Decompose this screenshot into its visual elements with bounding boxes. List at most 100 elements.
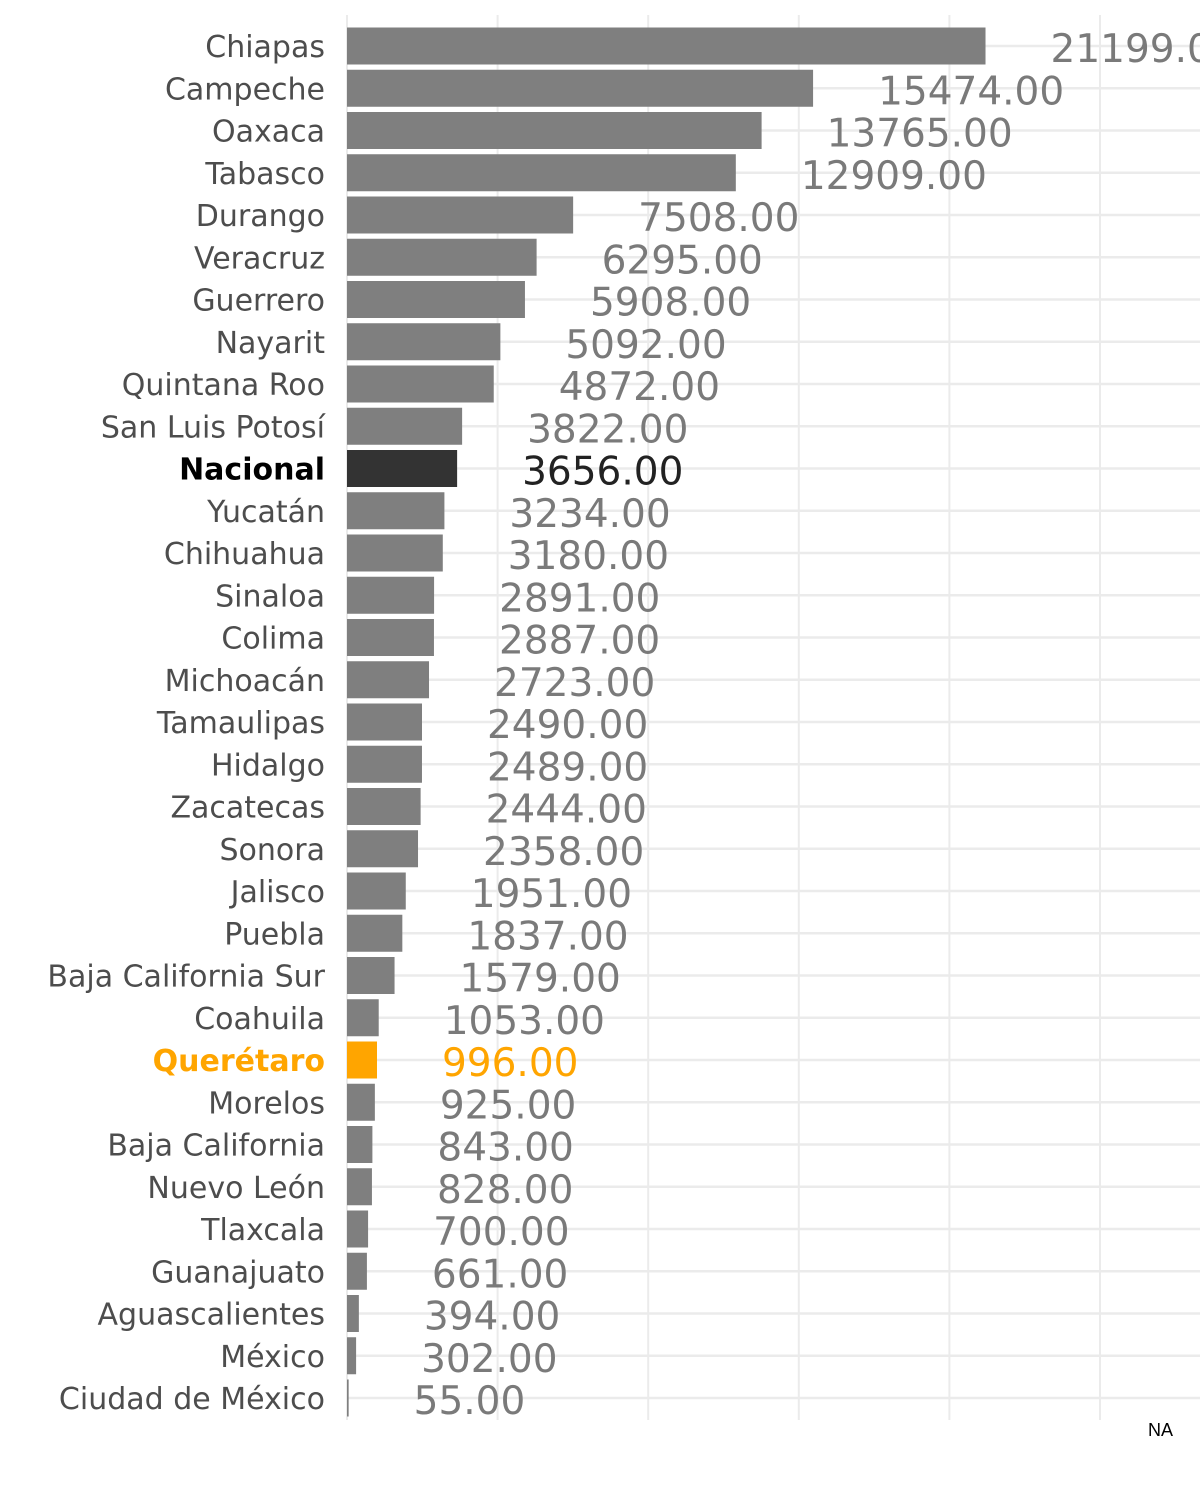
bar xyxy=(347,1295,359,1332)
value-label: 2444.00 xyxy=(486,788,647,833)
bar xyxy=(347,788,421,825)
bar xyxy=(347,407,463,445)
value-label: 12909.00 xyxy=(801,154,987,199)
bar xyxy=(347,1168,372,1206)
category-label: Guanajuato xyxy=(151,1255,325,1290)
bar xyxy=(347,1041,377,1079)
value-label: 7508.00 xyxy=(638,196,799,241)
value-label: 4872.00 xyxy=(559,365,720,410)
value-label: 843.00 xyxy=(437,1126,573,1171)
category-label: Tabasco xyxy=(204,157,325,192)
value-labels: 21199.0015474.0013765.0012909.007508.006… xyxy=(414,27,1200,1424)
bar xyxy=(347,534,443,572)
value-label: 6295.00 xyxy=(602,238,763,283)
bar xyxy=(347,154,736,192)
value-label: 3656.00 xyxy=(522,450,683,495)
value-label: 1579.00 xyxy=(460,957,621,1002)
category-labels: Chiapas Campeche Oaxaca Tabasco Durango Verac… xyxy=(47,30,326,1417)
bar xyxy=(347,576,435,614)
bar xyxy=(347,1126,373,1163)
category-label: Coahuila xyxy=(194,1002,325,1037)
bar xyxy=(347,1379,349,1417)
bar xyxy=(347,238,537,276)
category-label: Colima xyxy=(221,622,325,657)
value-label: 2891.00 xyxy=(499,576,660,621)
category-label: Zacatecas xyxy=(170,791,325,826)
value-label: 1053.00 xyxy=(444,999,605,1044)
value-label: 5092.00 xyxy=(565,323,726,368)
category-label: Tlaxcala xyxy=(200,1213,325,1248)
bar xyxy=(347,1337,357,1375)
bar xyxy=(347,365,494,403)
value-label: 661.00 xyxy=(432,1252,568,1297)
value-label: 55.00 xyxy=(414,1379,526,1424)
category-label: Nayarit xyxy=(216,326,326,361)
category-label: Hidalgo xyxy=(211,748,325,783)
bar xyxy=(347,957,395,994)
category-label: Sonora xyxy=(220,833,325,868)
bar xyxy=(347,619,434,656)
value-label: 2723.00 xyxy=(494,661,655,706)
category-label: Ciudad de México xyxy=(59,1382,325,1417)
value-label: 1837.00 xyxy=(467,914,628,959)
value-label: 2358.00 xyxy=(483,830,644,875)
bar xyxy=(347,492,445,530)
bar-layer xyxy=(347,27,986,1417)
value-label: 828.00 xyxy=(437,1168,573,1213)
bar xyxy=(347,27,986,65)
bar xyxy=(347,830,419,868)
bar xyxy=(347,281,525,318)
category-label: Nacional xyxy=(179,453,325,488)
category-label: Guerrero xyxy=(192,284,325,319)
value-label: 2489.00 xyxy=(487,745,648,790)
value-label: 13765.00 xyxy=(827,112,1013,157)
bar xyxy=(347,323,501,361)
category-label: Durango xyxy=(196,199,325,234)
category-label: Puebla xyxy=(224,917,325,952)
value-label: 996.00 xyxy=(442,1041,578,1086)
value-label: 3180.00 xyxy=(508,534,669,579)
value-label: 3234.00 xyxy=(509,492,670,537)
category-label: México xyxy=(220,1340,325,1375)
bar xyxy=(347,703,422,741)
bar xyxy=(347,196,574,234)
value-label: 2887.00 xyxy=(499,619,660,664)
value-label: 394.00 xyxy=(424,1295,560,1340)
value-label: 302.00 xyxy=(421,1337,557,1382)
category-label: Baja California xyxy=(107,1129,325,1164)
category-label: Oaxaca xyxy=(212,115,325,150)
category-label: Aguascalientes xyxy=(98,1298,325,1333)
category-label: Campeche xyxy=(165,72,325,107)
category-label: Nuevo León xyxy=(147,1171,325,1206)
value-label: 5908.00 xyxy=(590,281,751,326)
bar xyxy=(347,745,422,783)
category-label: San Luis Potosí xyxy=(101,410,327,445)
category-label: Quintana Roo xyxy=(122,368,325,403)
bar xyxy=(347,1083,375,1121)
category-label: Baja California Sur xyxy=(47,960,325,995)
category-label: Morelos xyxy=(208,1086,325,1121)
value-label: 1951.00 xyxy=(471,872,632,917)
bar xyxy=(347,1210,369,1248)
value-label: 21199.00 xyxy=(1051,27,1200,72)
category-label: Yucatán xyxy=(206,495,325,530)
category-label: Sinaloa xyxy=(215,579,325,614)
caption-text: NA xyxy=(1148,1420,1174,1440)
category-label: Chihuahua xyxy=(164,537,325,572)
bar xyxy=(347,450,458,487)
category-label: Jalisco xyxy=(229,875,325,910)
value-label: 925.00 xyxy=(440,1083,576,1128)
value-label: 2490.00 xyxy=(487,703,648,748)
bar xyxy=(347,914,403,952)
bar xyxy=(347,872,406,910)
category-label: Veracruz xyxy=(194,241,325,276)
category-label: Querétaro xyxy=(153,1044,325,1079)
value-label: 3822.00 xyxy=(527,407,688,452)
bar xyxy=(347,661,430,699)
category-label: Michoacán xyxy=(165,664,325,699)
value-label: 700.00 xyxy=(433,1210,569,1255)
bar xyxy=(347,112,762,149)
bar xyxy=(347,1252,367,1290)
category-label: Chiapas xyxy=(205,30,325,65)
